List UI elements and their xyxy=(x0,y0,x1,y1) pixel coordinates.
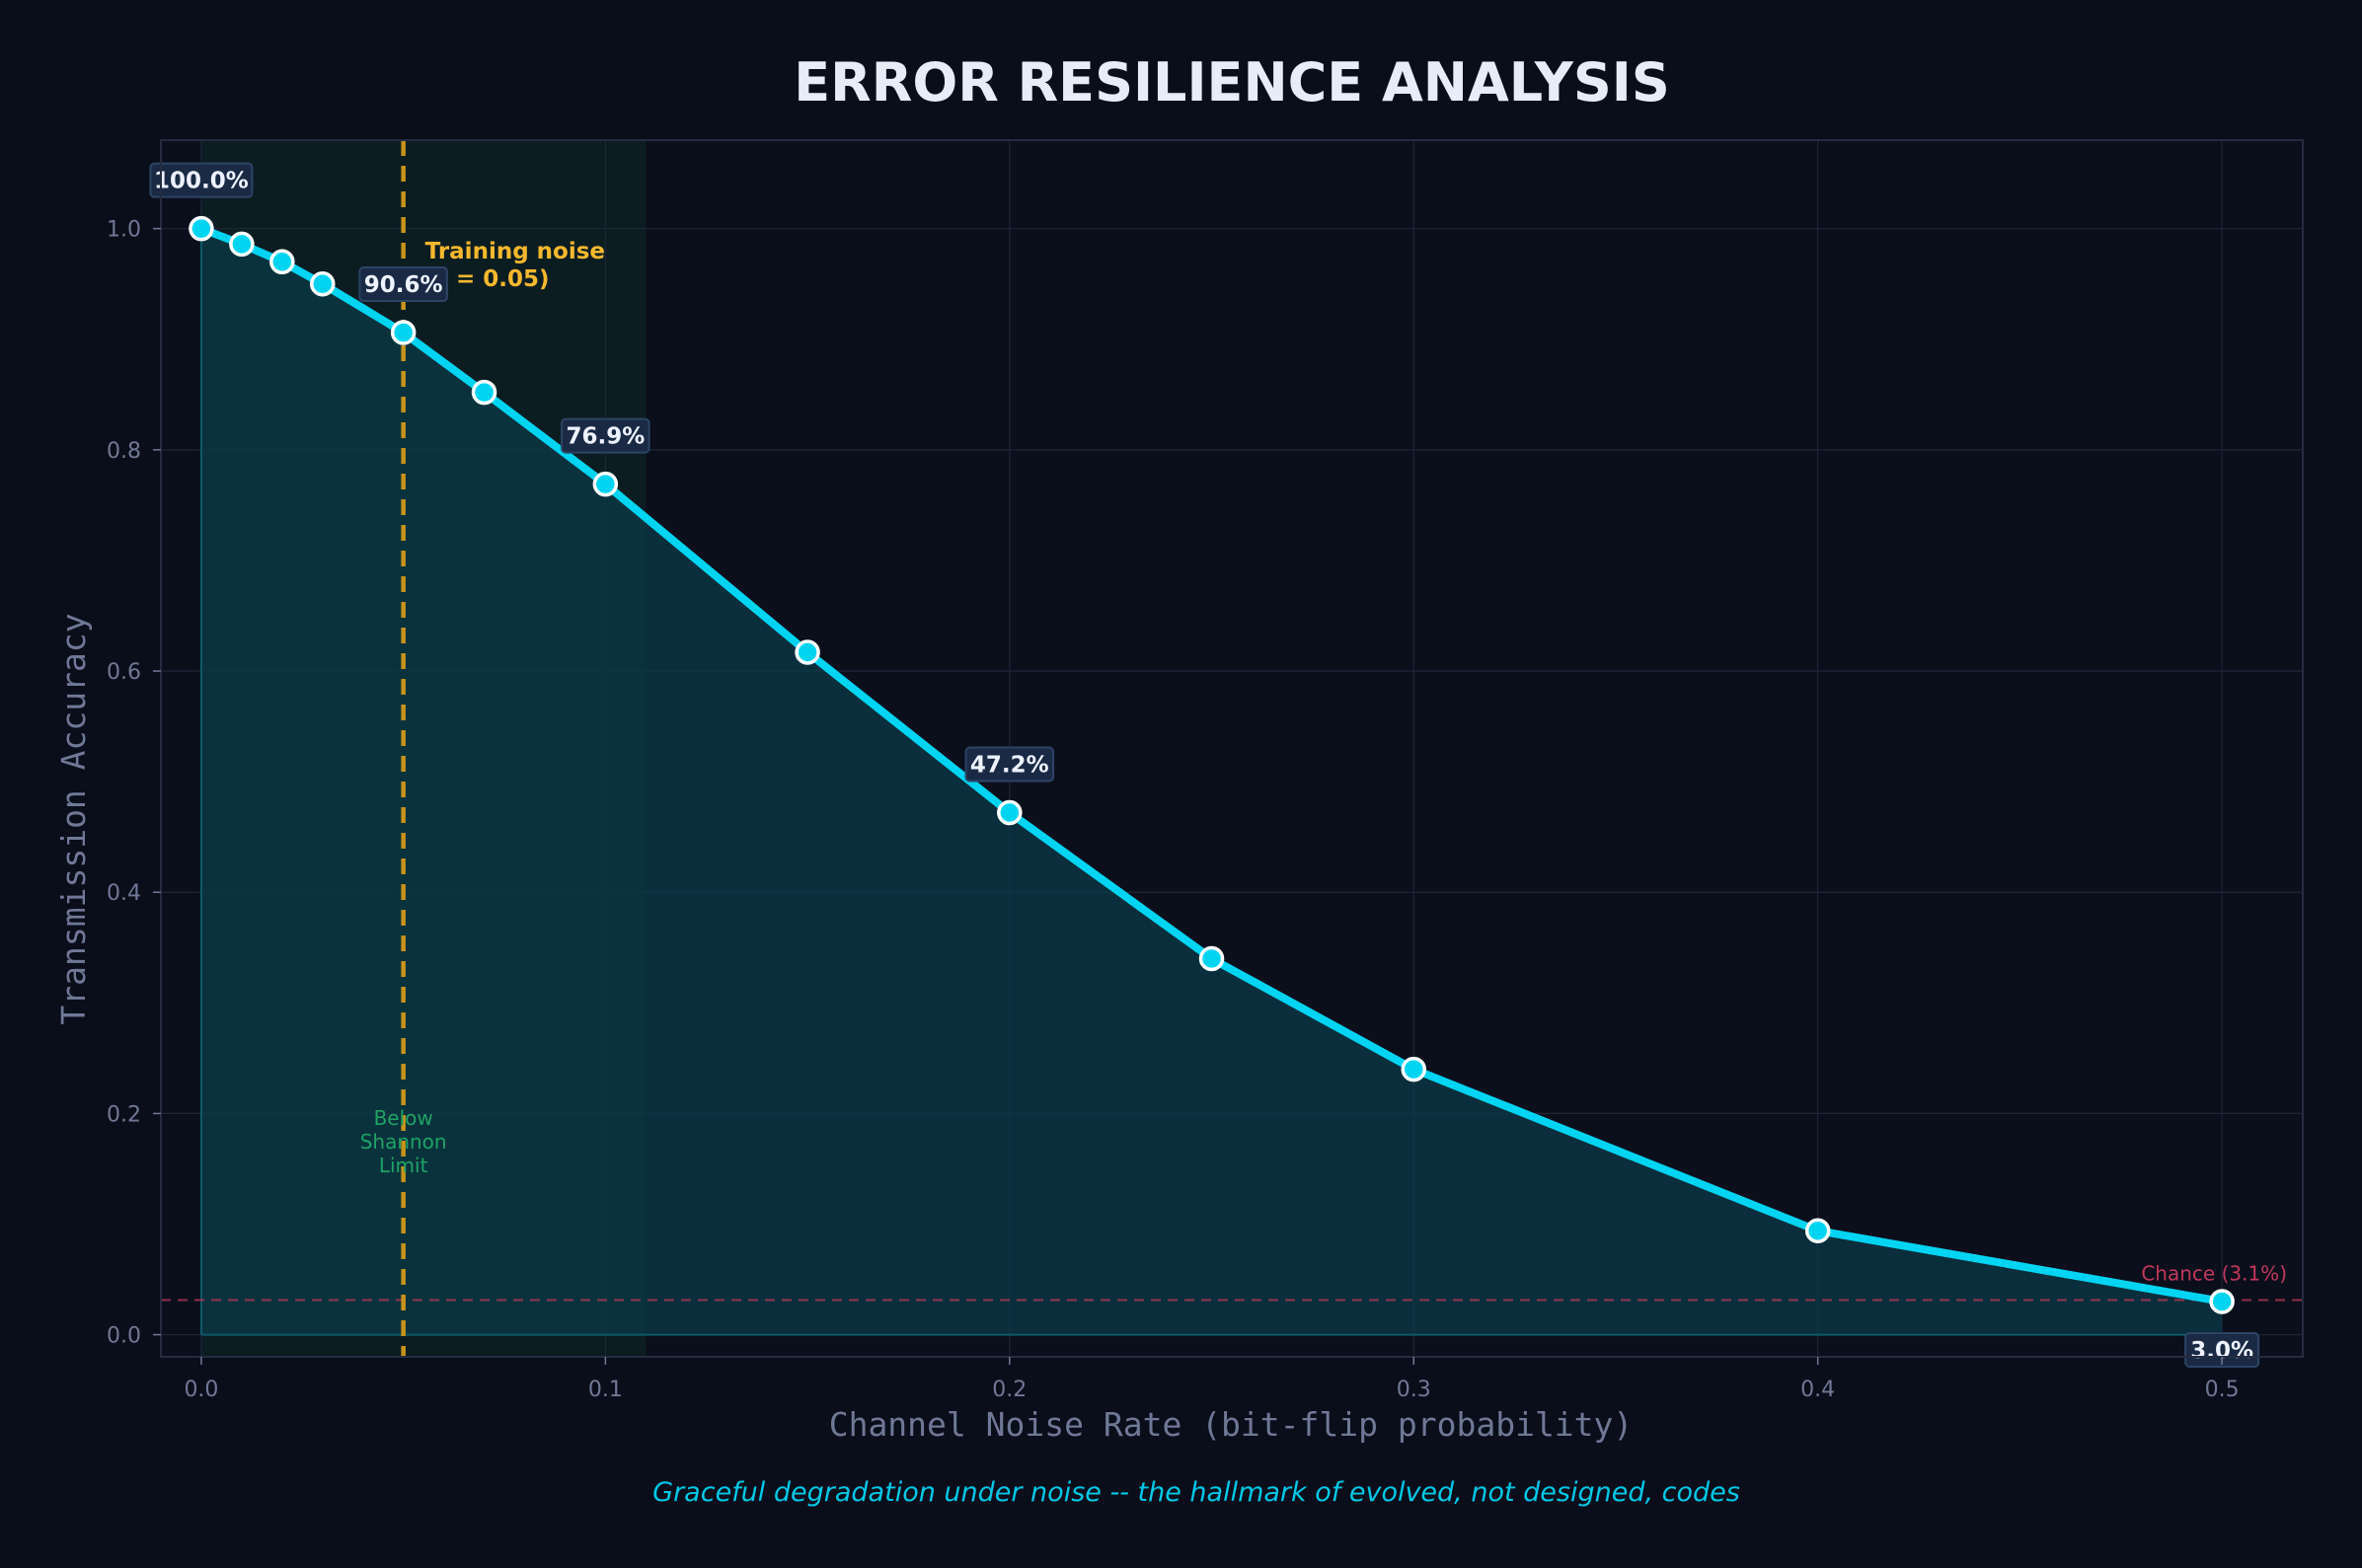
x-axis-label: Channel Noise Rate (bit-flip probability… xyxy=(829,1405,1634,1444)
training-noise-label: Training noise xyxy=(425,239,605,264)
point-label: 76.9% xyxy=(566,424,645,450)
x-tick-label: 0.4 xyxy=(1800,1378,1835,1402)
shannon-label-line: Below xyxy=(374,1106,433,1130)
point-label: 90.6% xyxy=(364,272,443,298)
y-tick-label: 0.0 xyxy=(107,1324,141,1349)
data-point xyxy=(997,799,1023,826)
data-point xyxy=(592,471,619,497)
y-tick-label: 0.2 xyxy=(107,1102,141,1127)
chart-caption: Graceful degradation under noise -- the … xyxy=(652,1477,1740,1508)
x-tick-label: 0.2 xyxy=(992,1378,1027,1402)
data-point xyxy=(269,249,295,275)
plot-border xyxy=(160,139,2304,1358)
data-point xyxy=(1804,1218,1831,1243)
plot-area: Chance (3.1%)Training noise(ε = 0.05)Bel… xyxy=(107,139,2304,1402)
y-tick-label: 0.6 xyxy=(107,660,141,685)
x-tick-label: 0.5 xyxy=(2205,1378,2240,1402)
data-point xyxy=(229,231,255,258)
data-point xyxy=(795,639,820,665)
x-tick-label: 0.3 xyxy=(1397,1378,1431,1402)
point-label-box xyxy=(2184,1331,2260,1368)
point-label-box xyxy=(964,746,1055,783)
y-tick-label: 0.4 xyxy=(107,881,141,906)
y-tick-label: 1.0 xyxy=(107,218,141,243)
data-point xyxy=(2209,1289,2235,1314)
point-label: 47.2% xyxy=(970,753,1049,779)
data-point xyxy=(1198,945,1225,972)
point-label-box xyxy=(358,266,448,303)
x-tick-label: 0.0 xyxy=(184,1378,218,1402)
y-axis-label: Transmission Accuracy xyxy=(54,613,93,1024)
data-point xyxy=(1401,1056,1426,1083)
shannon-label-line: Limit xyxy=(379,1154,428,1177)
chance-label: Chance (3.1%) xyxy=(2141,1262,2287,1286)
data-point xyxy=(310,270,336,297)
data-point xyxy=(471,379,497,406)
point-label-box xyxy=(149,162,254,198)
point-label-box xyxy=(561,417,650,454)
shannon-label-line: Shannon xyxy=(360,1130,447,1154)
chart-title: ERROR RESILIENCE ANALYSIS xyxy=(794,51,1669,113)
data-point xyxy=(390,320,417,345)
x-tick-label: 0.1 xyxy=(588,1378,623,1402)
data-point xyxy=(189,215,214,242)
point-label: 100.0% xyxy=(154,169,249,194)
area-fill xyxy=(200,228,2223,1335)
y-tick-label: 0.8 xyxy=(107,439,141,464)
